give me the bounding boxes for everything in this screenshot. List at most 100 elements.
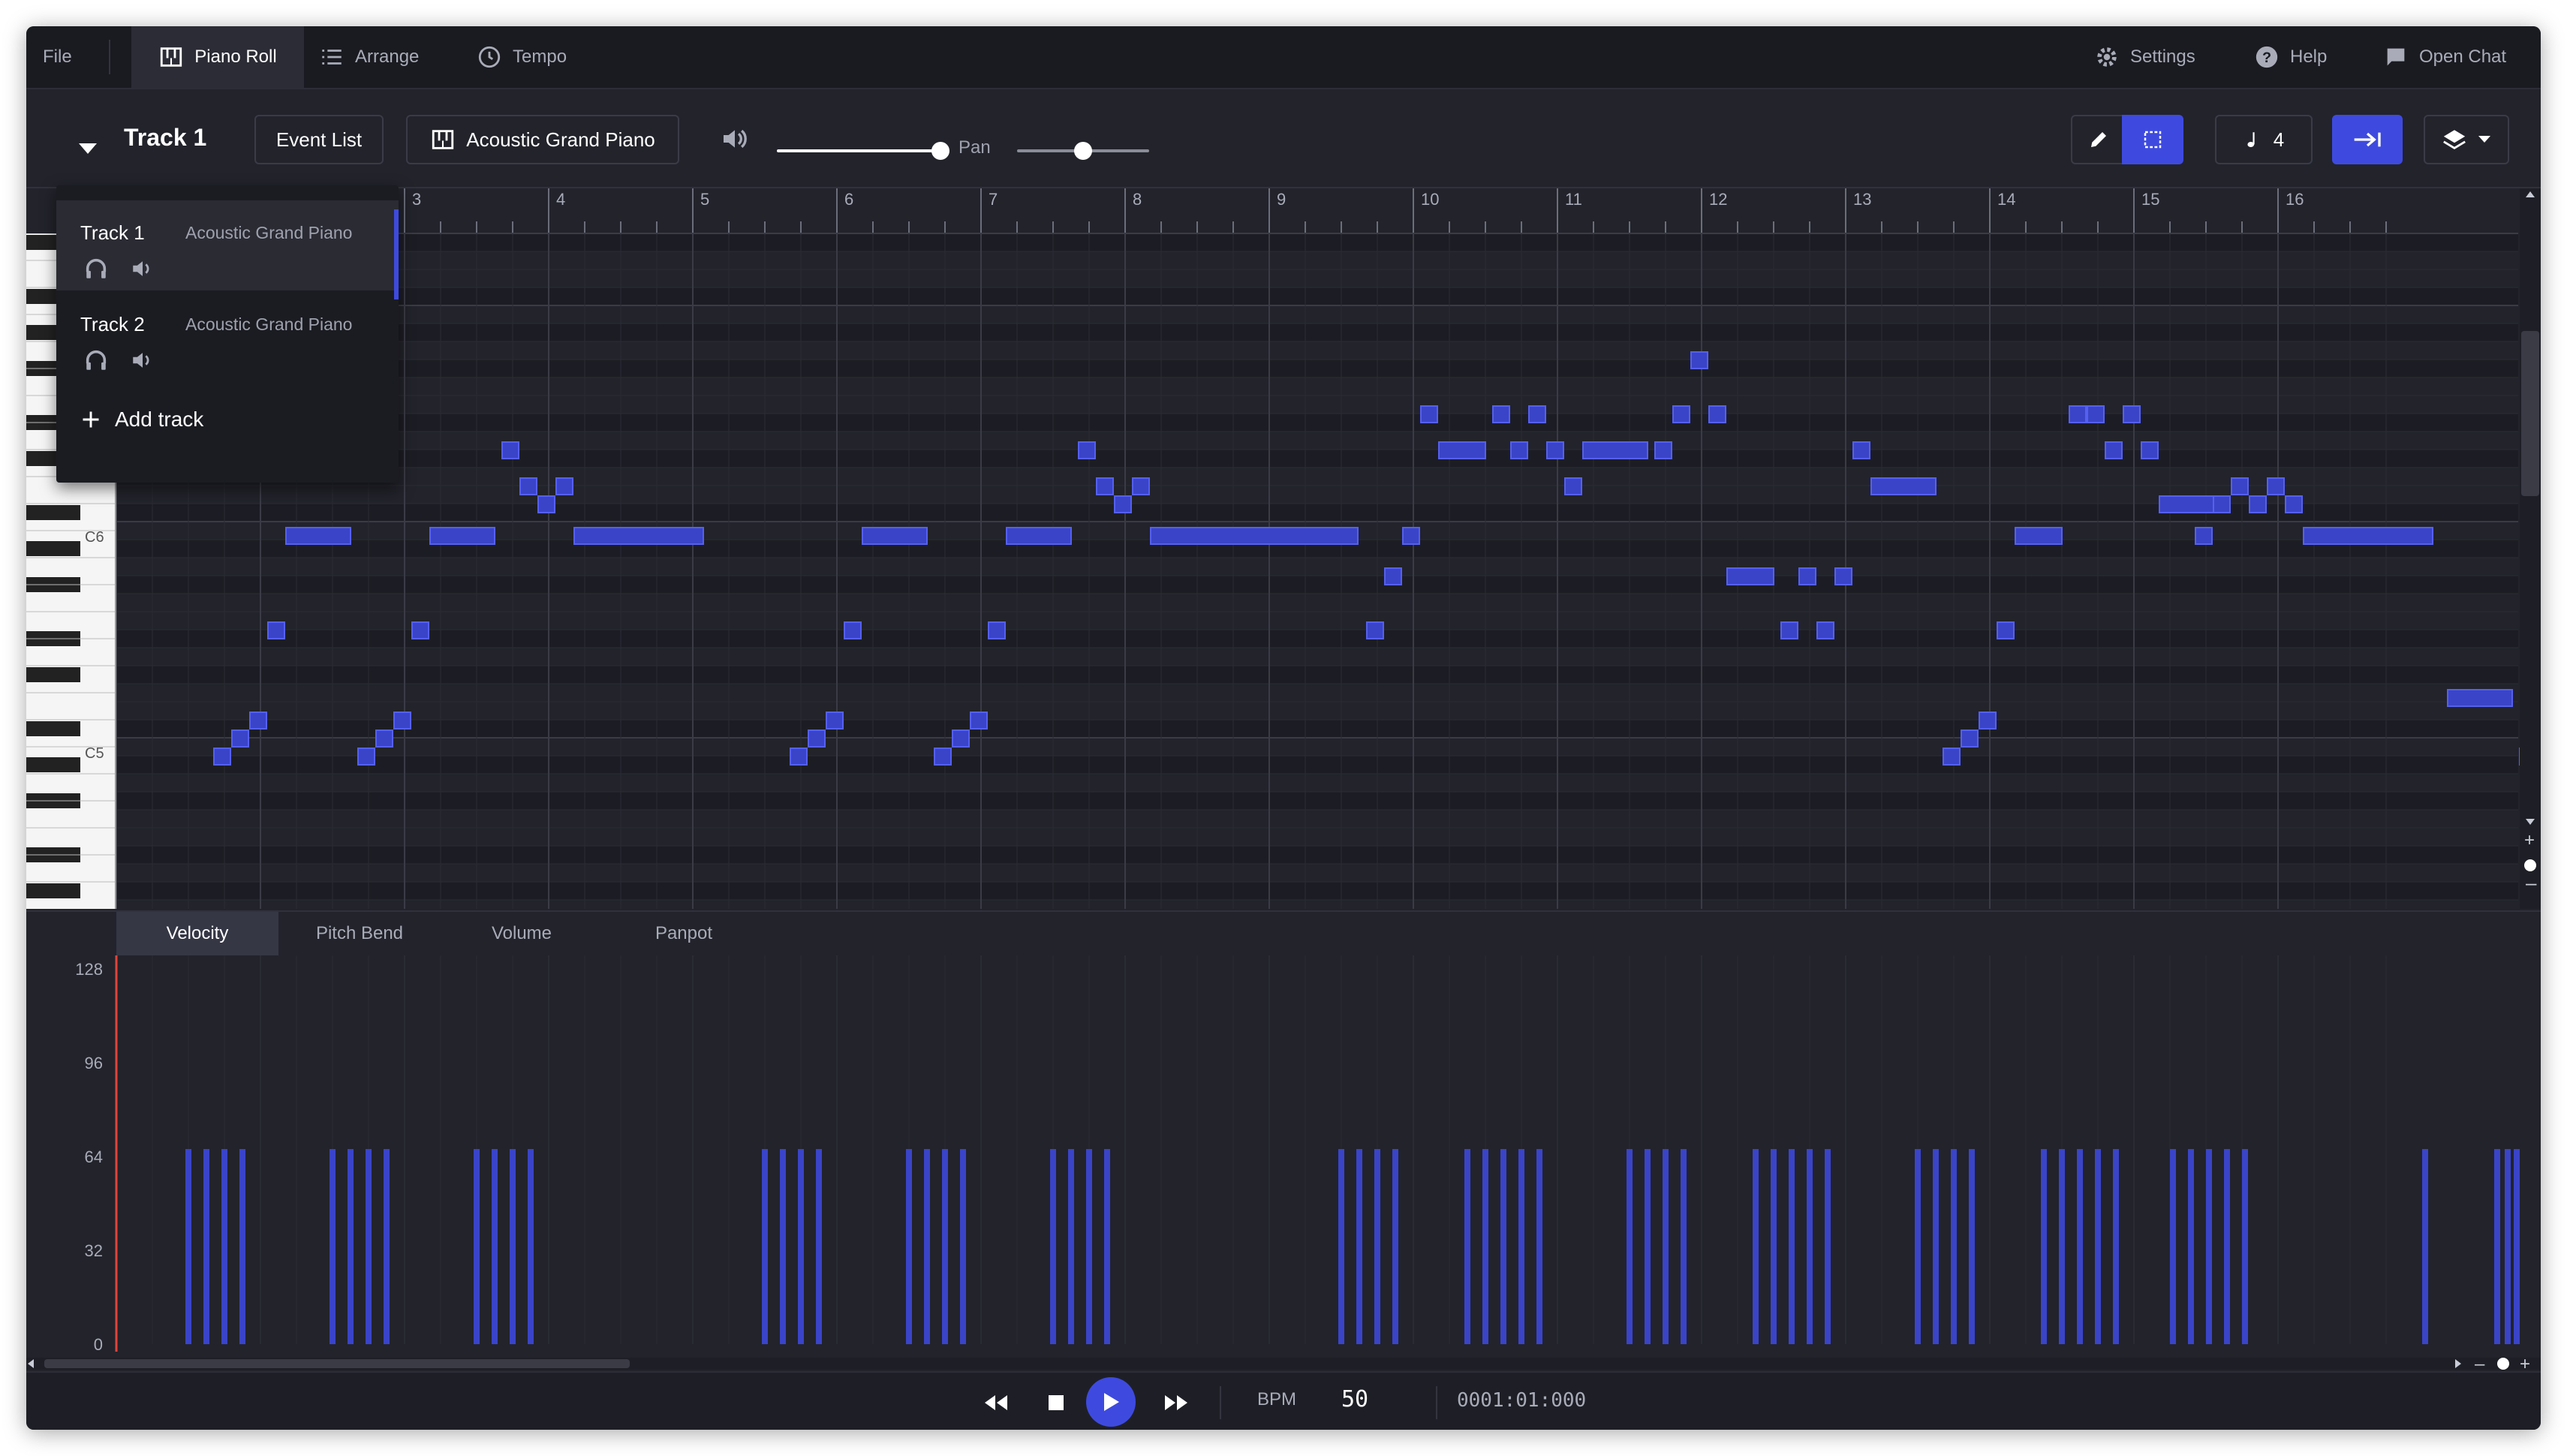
- grid-row: [116, 576, 2518, 594]
- tab-velocity[interactable]: Velocity: [116, 912, 278, 955]
- midi-note: [1834, 567, 1852, 585]
- headphones-icon[interactable]: [83, 256, 109, 281]
- speaker-icon[interactable]: [130, 256, 155, 281]
- velocity-bar: [2224, 1149, 2230, 1344]
- track-name: Track 2: [80, 313, 145, 335]
- grid-row: [116, 414, 2518, 432]
- grid-row: [116, 882, 2518, 900]
- track-instrument: Acoustic Grand Piano: [185, 223, 353, 242]
- velocity-bar: [1518, 1149, 1524, 1344]
- tab-panpot[interactable]: Panpot: [655, 923, 713, 943]
- open-chat-button[interactable]: Open Chat: [2383, 26, 2506, 88]
- key-label-c6: C6: [85, 529, 104, 546]
- grid-row: [116, 468, 2518, 486]
- midi-note: [1690, 351, 1708, 369]
- auto-scroll-button[interactable]: [2332, 115, 2403, 164]
- pencil-tool-button[interactable]: [2071, 115, 2126, 164]
- controller-tabs: Velocity Pitch Bend Volume Panpot: [26, 910, 2541, 957]
- midi-note: [2087, 405, 2105, 423]
- volume-slider-knob[interactable]: [931, 142, 949, 160]
- midi-note: [1510, 441, 1528, 459]
- piano-roll[interactable]: 2345678910111213141516+–: [26, 188, 2541, 909]
- velocity-bar: [1771, 1149, 1777, 1344]
- grid-row: [116, 756, 2518, 774]
- grid-row: [116, 864, 2518, 882]
- file-menu[interactable]: File: [43, 47, 72, 67]
- midi-note: [1654, 441, 1672, 459]
- midi-note: [2249, 495, 2267, 513]
- rewind-button[interactable]: [977, 1383, 1016, 1422]
- grid-row: [116, 269, 2518, 287]
- midi-note: [429, 527, 495, 545]
- tab-tempo[interactable]: Tempo: [477, 26, 567, 88]
- volume-icon[interactable]: [720, 124, 750, 154]
- chat-icon: [2387, 48, 2405, 66]
- time-display: 0001:01:000: [1457, 1389, 1587, 1412]
- ruler-bar-label: 12: [1709, 190, 1727, 209]
- velocity-bar: [942, 1149, 948, 1344]
- midi-note: [1546, 441, 1564, 459]
- track-title[interactable]: Track 1: [124, 124, 207, 151]
- midi-note: [2141, 441, 2159, 459]
- zoom-slider-knob: [2524, 859, 2536, 871]
- velocity-axis-label: 96: [85, 1054, 103, 1072]
- speaker-icon[interactable]: [130, 347, 155, 373]
- tab-arrange[interactable]: Arrange: [319, 26, 419, 88]
- velocity-bar: [221, 1149, 227, 1344]
- plus-icon: [83, 411, 99, 428]
- tab-volume[interactable]: Volume: [491, 923, 552, 943]
- help-icon: ?: [2256, 46, 2278, 68]
- velocity-bar: [1464, 1149, 1470, 1344]
- bpm-value[interactable]: 50: [1341, 1386, 1369, 1412]
- velocity-pane[interactable]: 128 96 64 32 0 – +: [26, 955, 2541, 1374]
- midi-note: [1979, 711, 1997, 730]
- midi-note: [249, 711, 267, 730]
- volume-slider-track[interactable]: [777, 149, 940, 152]
- midi-note: [2015, 527, 2063, 545]
- help-button[interactable]: ? Help: [2254, 26, 2327, 88]
- velocity-bar: [1104, 1149, 1110, 1344]
- midi-note: [1132, 477, 1150, 495]
- event-list-button[interactable]: Event List: [254, 115, 384, 164]
- velocity-bar: [2242, 1149, 2248, 1344]
- transport-divider: [1220, 1386, 1221, 1419]
- grid-row: [116, 233, 2518, 251]
- quantize-button[interactable]: 4: [2215, 115, 2313, 164]
- headphones-icon[interactable]: [83, 347, 109, 373]
- grid-row: [116, 251, 2518, 269]
- midi-note: [375, 730, 393, 748]
- velocity-bar: [2505, 1149, 2511, 1344]
- track-dropdown: Track 1 Acoustic Grand Piano Track 2 Aco…: [56, 185, 399, 483]
- chevron-down-icon[interactable]: [77, 142, 98, 157]
- velocity-bar: [1645, 1149, 1651, 1344]
- layers-menu-button[interactable]: [2424, 115, 2509, 164]
- fast-forward-button[interactable]: [1157, 1383, 1196, 1422]
- scroll-up-icon: [2526, 191, 2535, 197]
- velocity-bar: [1068, 1149, 1074, 1344]
- tab-pitch-bend[interactable]: Pitch Bend: [315, 923, 404, 943]
- velocity-graph[interactable]: 128 96 64 32 0 – +: [26, 955, 2541, 1374]
- pan-slider-knob[interactable]: [1074, 142, 1092, 160]
- add-track-button[interactable]: Add track: [80, 408, 203, 432]
- play-button[interactable]: [1086, 1377, 1136, 1427]
- note-grid[interactable]: 2345678910111213141516+–: [26, 188, 2541, 909]
- h-scrollbar-track: [26, 1358, 2541, 1370]
- velocity-bar: [2077, 1149, 2083, 1344]
- midi-note: [1582, 441, 1648, 459]
- midi-note: [1402, 527, 1420, 545]
- instrument-button[interactable]: Acoustic Grand Piano: [406, 115, 679, 164]
- midi-note: [1852, 441, 1870, 459]
- ruler-bar-label: 16: [2286, 190, 2304, 209]
- select-tool-button[interactable]: [2122, 115, 2183, 164]
- tab-piano-roll[interactable]: Piano Roll: [131, 26, 304, 88]
- settings-button[interactable]: Settings: [2094, 26, 2195, 88]
- grid-row: [116, 648, 2518, 666]
- menu-divider: [109, 40, 110, 74]
- grid-row: [116, 396, 2518, 414]
- grid-row: [116, 684, 2518, 702]
- track-item-1[interactable]: Track 1 Acoustic Grand Piano: [56, 200, 399, 299]
- midi-note: [1870, 477, 1937, 495]
- stop-button[interactable]: [1037, 1383, 1076, 1422]
- track-item-2[interactable]: Track 2 Acoustic Grand Piano: [56, 292, 399, 382]
- h-zoom-out-icon: –: [2475, 1354, 2485, 1370]
